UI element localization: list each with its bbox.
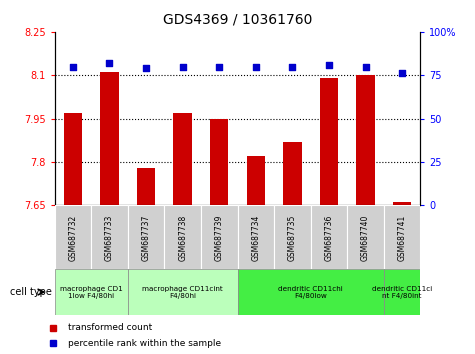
Bar [55,269,128,315]
Bar [55,205,91,269]
Bar [91,205,128,269]
Bar [356,75,375,205]
Bar [100,72,119,205]
Text: percentile rank within the sample: percentile rank within the sample [67,339,221,348]
Text: dendritic CD11chi
F4/80low: dendritic CD11chi F4/80low [278,286,343,298]
Point [105,60,113,66]
Text: macrophage CD11cint
F4/80hi: macrophage CD11cint F4/80hi [142,286,223,298]
Bar [320,78,338,205]
Text: GSM687741: GSM687741 [398,215,407,261]
Point [252,64,259,69]
Text: GSM687737: GSM687737 [142,215,151,261]
Bar [238,269,384,315]
Bar [283,142,302,205]
Bar [210,119,228,205]
Text: GDS4369 / 10361760: GDS4369 / 10361760 [163,12,312,27]
Bar [238,205,274,269]
Bar [173,113,192,205]
Text: dendritic CD11ci
nt F4/80int: dendritic CD11ci nt F4/80int [372,286,432,298]
Bar [201,205,238,269]
Bar [128,205,164,269]
Point [142,65,150,71]
Point [325,62,332,68]
Point [289,64,296,69]
Bar [247,156,265,205]
Text: transformed count: transformed count [67,323,152,332]
Bar [311,205,347,269]
Bar [164,205,201,269]
Text: GSM687733: GSM687733 [105,215,114,261]
Bar [274,205,311,269]
Text: GSM687738: GSM687738 [178,215,187,261]
Point [179,64,186,69]
Text: GSM687734: GSM687734 [251,215,260,261]
Bar [128,269,238,315]
Bar [64,113,82,205]
Point [69,64,77,69]
Text: GSM687732: GSM687732 [68,215,77,261]
Text: GSM687739: GSM687739 [215,215,224,261]
Text: GSM687735: GSM687735 [288,215,297,261]
Bar [137,168,155,205]
Point [398,71,406,76]
Point [362,64,370,69]
Bar [393,202,411,205]
Text: GSM687740: GSM687740 [361,215,370,261]
Bar [347,205,384,269]
Text: macrophage CD1
1low F4/80hi: macrophage CD1 1low F4/80hi [60,286,123,298]
Text: GSM687736: GSM687736 [324,215,333,261]
Bar [384,269,420,315]
Text: cell type: cell type [10,287,52,297]
Point [216,64,223,69]
Bar [384,205,420,269]
